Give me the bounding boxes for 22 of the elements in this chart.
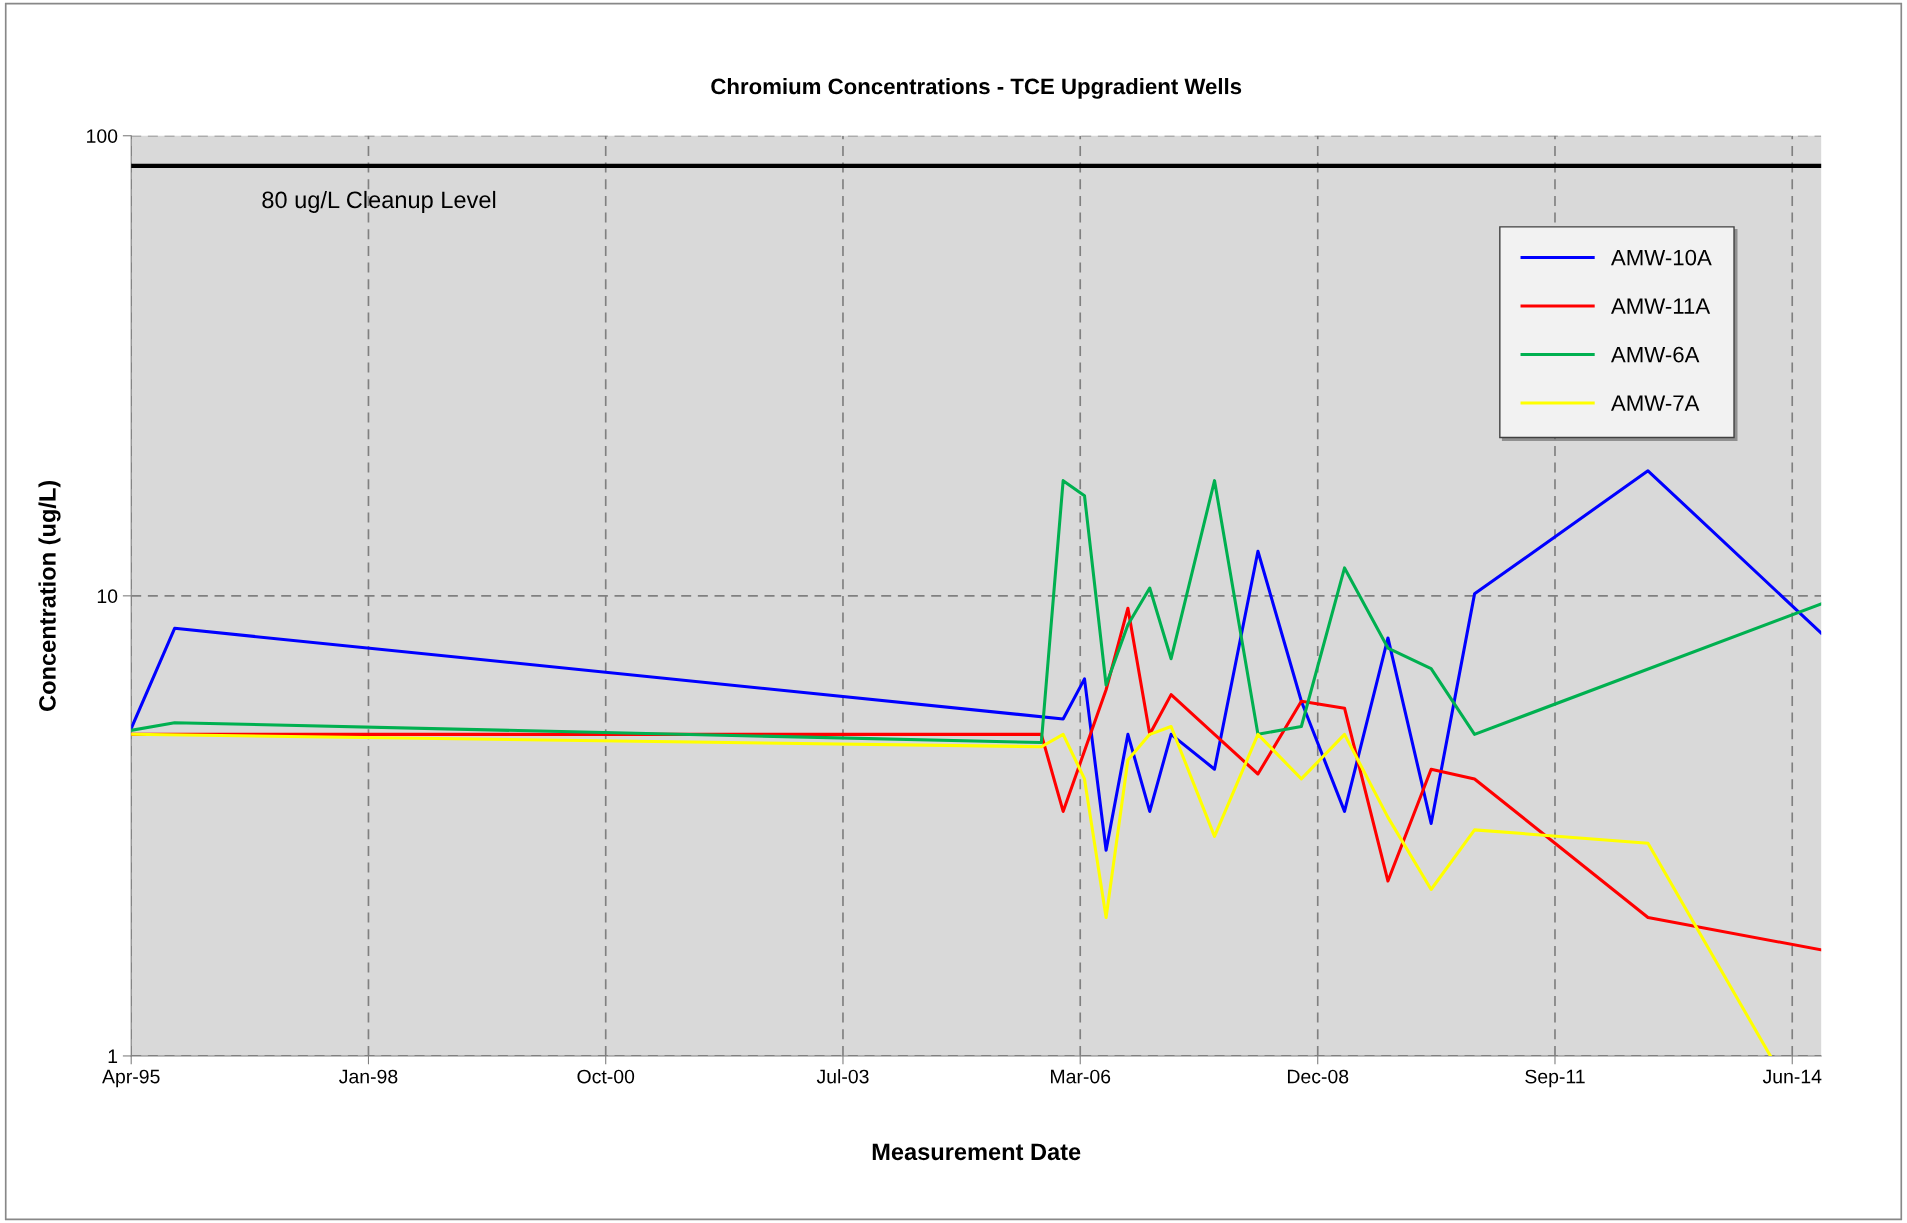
legend-label: AMW-10A (1610, 249, 1712, 266)
y-axis-title: Concentration (ug/L) (38, 480, 61, 711)
ref-line-label: 80 ug/L Cleanup Level (262, 190, 496, 213)
legend-label: AMW-6A (1610, 346, 1700, 363)
x-tick-label: Dec-08 (1287, 1069, 1349, 1084)
legend-label: AMW-11A (1610, 298, 1711, 314)
x-tick-label: Sep-11 (1525, 1069, 1585, 1088)
x-tick-label: Jan-98 (339, 1069, 398, 1084)
line-series (131, 724, 1772, 1056)
line-series (131, 479, 1822, 745)
x-axis-title: Measurement Date (872, 1143, 1081, 1161)
y-tick-label: 10 (97, 589, 118, 604)
x-tick-label: Jun-14 (1762, 1069, 1822, 1084)
x-tick-label: Mar-06 (1051, 1069, 1111, 1084)
chart-title: Chromium Concentrations - TCE Upgradient Wells (711, 77, 1242, 99)
legend-label: AMW-7A (1610, 395, 1700, 411)
x-tick-label: Oct-00 (577, 1069, 635, 1084)
y-tick-label: 1 (108, 1049, 118, 1063)
line-series (131, 469, 1822, 852)
x-tick-label: Jul-03 (816, 1069, 869, 1084)
x-tick-label: Apr-95 (102, 1069, 160, 1088)
y-tick-label: 100 (87, 129, 118, 143)
